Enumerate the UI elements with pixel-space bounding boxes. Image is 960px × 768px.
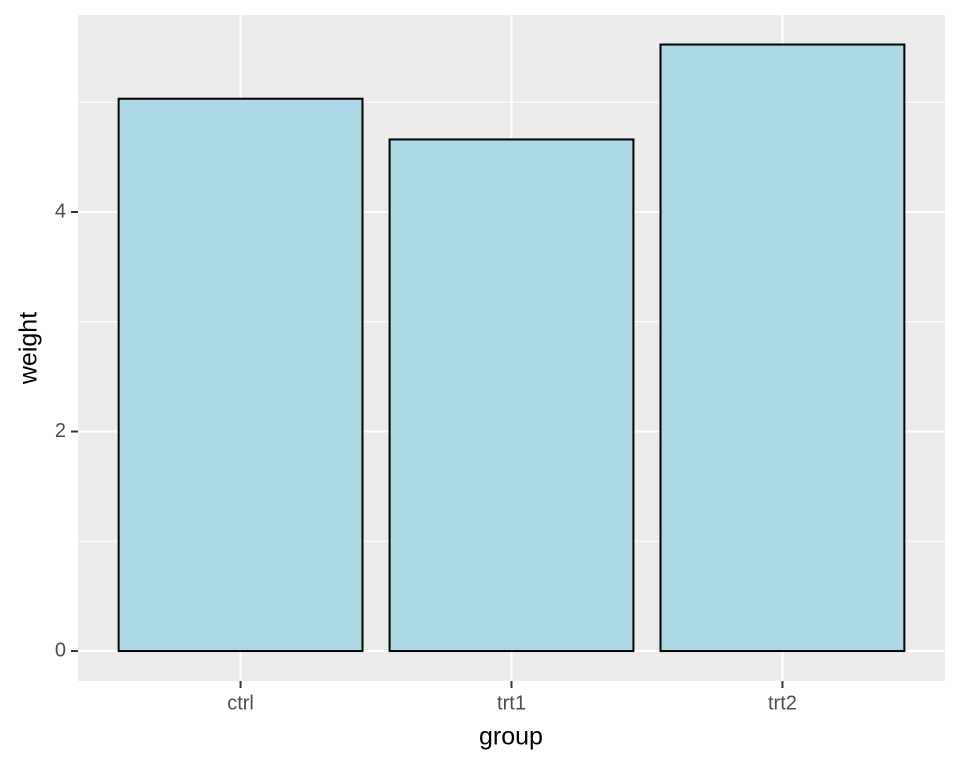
x-tick-label: trt1 xyxy=(497,692,526,714)
x-tick-label: ctrl xyxy=(227,692,254,714)
x-axis-title: group xyxy=(479,723,543,751)
marks xyxy=(117,43,906,653)
x-tick-label: trt2 xyxy=(768,692,797,714)
y-tick-label: 0 xyxy=(55,639,66,661)
y-tick-label: 2 xyxy=(55,420,66,442)
bar xyxy=(659,43,906,653)
bar xyxy=(117,97,364,653)
bar xyxy=(388,138,635,653)
y-tick-label: 4 xyxy=(55,200,66,222)
y-axis-title: weight xyxy=(15,312,43,385)
